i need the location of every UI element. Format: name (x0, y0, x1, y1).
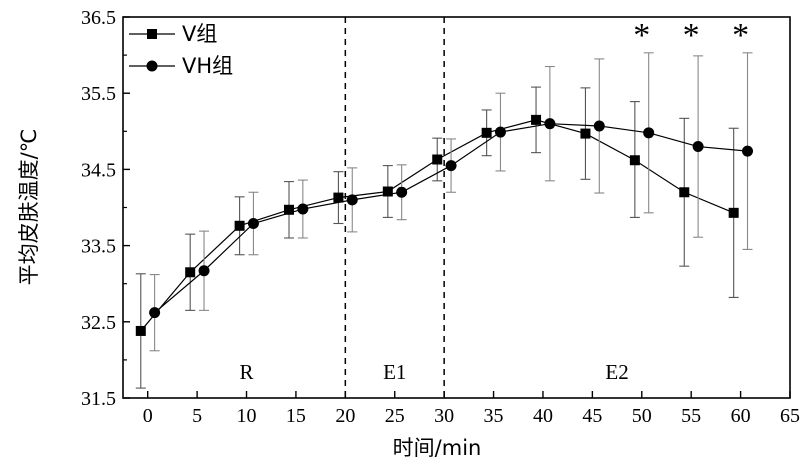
data-point-s0-11 (679, 187, 690, 198)
legend-label-vh: VH组 (182, 54, 233, 78)
data-point-s1-7 (494, 126, 506, 138)
x-tick-label-5: 25 (385, 405, 405, 427)
data-point-s0-9 (580, 128, 591, 139)
y-tick-label-0: 31.5 (81, 388, 116, 410)
y-axis-title: 平均皮肤温度/℃ (17, 129, 41, 286)
phase-label-2: E2 (605, 360, 628, 384)
data-point-s1-11 (692, 141, 704, 153)
x-tick-label-7: 35 (484, 405, 504, 427)
y-tick-label-3: 34.5 (81, 159, 116, 181)
series-0 (135, 86, 739, 389)
x-tick-label-11: 55 (681, 405, 701, 427)
significance-mark-1: * (683, 17, 700, 54)
x-tick-label-2: 10 (237, 405, 257, 427)
data-point-s1-1 (198, 265, 210, 277)
data-point-s0-2 (234, 220, 245, 231)
legend-marker-vh (146, 60, 158, 72)
data-point-s1-10 (643, 127, 655, 139)
data-point-s0-12 (728, 207, 739, 218)
x-tick-label-6: 30 (434, 405, 454, 427)
legend-marker-v (147, 29, 157, 39)
data-point-s0-8 (531, 114, 542, 125)
y-tick-label-5: 36.5 (81, 7, 116, 29)
x-tick-label-8: 40 (533, 405, 553, 427)
x-tick-label-9: 45 (582, 405, 602, 427)
data-point-s1-5 (396, 186, 408, 198)
series-1 (149, 52, 754, 352)
phase-label-0: R (240, 360, 254, 384)
y-tick-label-1: 32.5 (81, 312, 116, 334)
x-axis-title: 时间/min (393, 436, 482, 460)
data-point-s1-2 (247, 218, 259, 230)
x-tick-label-12: 60 (731, 405, 751, 427)
x-tick-label-1: 5 (192, 405, 202, 427)
x-tick-label-0: 0 (143, 405, 153, 427)
y-tick-label-4: 35.5 (81, 83, 116, 105)
data-point-s0-4 (333, 192, 344, 203)
data-point-s1-3 (297, 203, 309, 215)
data-point-s0-5 (382, 186, 393, 197)
data-point-s0-7 (481, 127, 492, 138)
data-point-s1-4 (346, 194, 358, 206)
data-point-s1-0 (149, 307, 161, 319)
data-point-s1-9 (593, 120, 605, 132)
data-point-s1-12 (742, 145, 754, 157)
data-point-s0-1 (185, 267, 196, 278)
data-point-s0-10 (629, 155, 640, 166)
data-point-s1-8 (544, 118, 556, 130)
x-tick-label-10: 50 (632, 405, 652, 427)
data-point-s0-0 (135, 325, 146, 336)
x-tick-label-4: 20 (335, 405, 355, 427)
data-point-s0-6 (432, 154, 443, 165)
significance-mark-0: * (633, 17, 650, 54)
y-tick-label-2: 33.5 (81, 236, 116, 258)
phase-label-1: E1 (383, 360, 406, 384)
data-point-s0-3 (284, 204, 295, 215)
data-point-s1-6 (445, 160, 457, 172)
x-tick-label-3: 15 (286, 405, 306, 427)
significance-mark-2: * (732, 17, 749, 54)
x-tick-label-13: 65 (780, 405, 800, 427)
legend: V组 VH组 (129, 22, 233, 78)
legend-label-v: V组 (182, 22, 217, 46)
